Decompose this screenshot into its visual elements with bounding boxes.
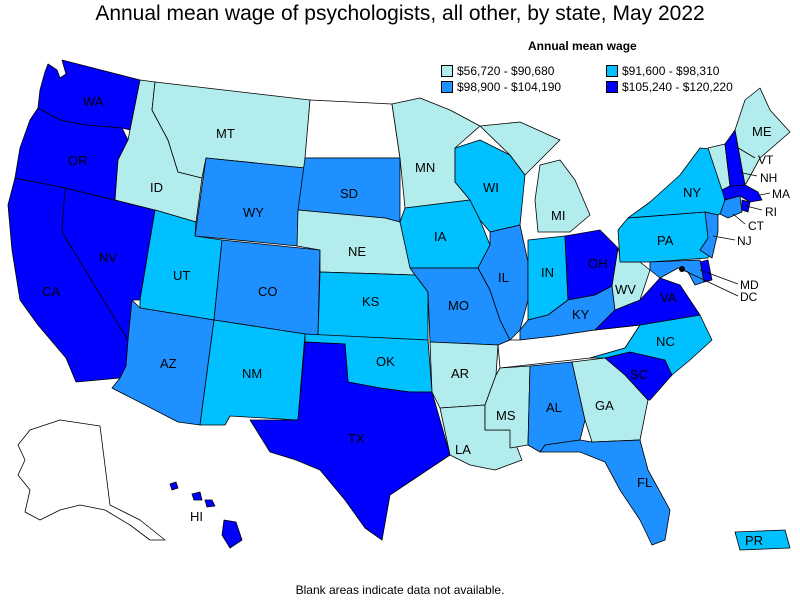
label-ct: CT [748, 219, 765, 233]
label-mn: MN [415, 160, 435, 175]
label-ga: GA [595, 398, 614, 413]
label-nv: NV [99, 250, 117, 265]
legend-swatch-tier4 [606, 81, 618, 93]
map-title: Annual mean wage of psychologists, all o… [95, 2, 705, 25]
state-labels: WA OR CA NV ID MT WY UT AZ CO NM SD NE K… [42, 94, 790, 548]
label-dc: DC [740, 290, 758, 304]
label-wa: WA [83, 94, 104, 109]
label-ia: IA [434, 229, 447, 244]
label-pa: PA [657, 233, 674, 248]
label-la: LA [455, 442, 471, 457]
label-sd: SD [340, 186, 358, 201]
state-nd[interactable] [304, 99, 401, 159]
label-mt: MT [216, 126, 235, 141]
state-me[interactable] [734, 87, 791, 186]
label-ar: AR [451, 366, 469, 381]
legend-item-tier4: $105,240 - $120,220 [606, 80, 733, 94]
state-ms[interactable] [484, 365, 531, 449]
label-ky: KY [572, 307, 590, 322]
label-tx: TX [348, 431, 365, 446]
label-wy: WY [243, 205, 264, 220]
label-wv: WV [615, 282, 636, 297]
footnote: Blank areas indicate data not available. [295, 583, 505, 597]
label-ne: NE [348, 244, 366, 259]
state-ks[interactable] [317, 271, 429, 341]
state-pr[interactable] [734, 529, 791, 551]
state-wa[interactable] [37, 59, 141, 131]
state-ny[interactable] [627, 147, 726, 219]
label-me: ME [752, 124, 772, 139]
state-mi[interactable] [479, 121, 591, 233]
label-il: IL [498, 270, 509, 285]
label-md: MD [740, 278, 759, 292]
label-ks: KS [362, 294, 380, 309]
label-ms: MS [496, 408, 516, 423]
label-ok: OK [376, 354, 395, 369]
legend-label-tier4: $105,240 - $120,220 [622, 80, 733, 94]
label-va: VA [660, 290, 677, 305]
label-ny: NY [683, 185, 701, 200]
legend-label-tier3: $98,900 - $104,190 [457, 80, 562, 94]
state-ct[interactable] [719, 195, 743, 219]
leader-lines [682, 145, 771, 297]
legend-item-tier3: $98,900 - $104,190 [441, 80, 561, 94]
label-mi: MI [551, 208, 565, 223]
label-in: IN [541, 265, 554, 280]
label-wi: WI [483, 180, 499, 195]
state-nj[interactable] [699, 211, 719, 259]
label-nm: NM [242, 366, 262, 381]
label-nc: NC [656, 334, 675, 349]
state-dc[interactable] [679, 266, 685, 272]
legend-swatch-tier2 [606, 65, 618, 77]
label-ut: UT [173, 268, 190, 283]
state-tx[interactable] [249, 341, 451, 541]
label-id: ID [150, 180, 163, 195]
state-hi[interactable] [169, 481, 243, 549]
legend-title: Annual mean wage [528, 39, 637, 53]
label-mo: MO [448, 298, 469, 313]
label-hi: HI [190, 509, 203, 524]
label-ma: MA [772, 187, 790, 201]
label-nh: NH [760, 171, 777, 185]
legend-label-tier1: $56,720 - $90,680 [457, 64, 555, 78]
label-or: OR [68, 153, 88, 168]
state-wy[interactable] [194, 157, 306, 247]
label-al: AL [546, 400, 562, 415]
state-fl[interactable] [539, 439, 671, 546]
label-nj: NJ [737, 234, 752, 248]
label-ca: CA [42, 284, 60, 299]
legend-item-tier2: $91,600 - $98,310 [606, 64, 719, 78]
label-az: AZ [160, 356, 177, 371]
label-ri: RI [765, 205, 777, 219]
label-oh: OH [588, 256, 608, 271]
legend-swatch-tier1 [441, 65, 453, 77]
label-co: CO [258, 284, 278, 299]
legend-label-tier2: $91,600 - $98,310 [622, 64, 720, 78]
label-vt: VT [758, 153, 774, 167]
label-fl: FL [637, 475, 652, 490]
legend-item-tier1: $56,720 - $90,680 [441, 64, 554, 78]
label-sc: SC [630, 367, 648, 382]
state-wv[interactable] [611, 247, 651, 311]
label-pr: PR [745, 533, 763, 548]
state-nc[interactable] [589, 314, 713, 376]
state-ak[interactable] [17, 419, 166, 541]
legend-swatch-tier3 [441, 81, 453, 93]
